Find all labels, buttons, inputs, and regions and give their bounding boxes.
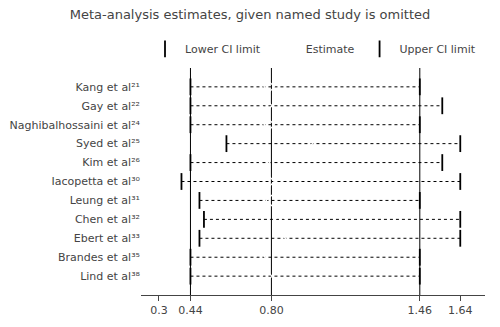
svg-text:Gay et al²²: Gay et al²² xyxy=(82,100,140,113)
svg-text:Kang et al²¹: Kang et al²¹ xyxy=(76,81,140,94)
svg-text:0.44: 0.44 xyxy=(178,304,203,317)
svg-text:Naghibalhossaini et al²⁴: Naghibalhossaini et al²⁴ xyxy=(10,119,141,132)
svg-text:Lower CI limit: Lower CI limit xyxy=(185,43,261,56)
svg-text:Chen et al³²: Chen et al³² xyxy=(75,213,140,226)
svg-text:Kim et al²⁶: Kim et al²⁶ xyxy=(82,156,140,169)
svg-text:Syed et al²⁵: Syed et al²⁵ xyxy=(76,137,140,150)
svg-text:Ebert et al³³: Ebert et al³³ xyxy=(74,232,140,245)
svg-text:0.80: 0.80 xyxy=(259,304,284,317)
svg-text:Lind et al³⁸: Lind et al³⁸ xyxy=(80,270,140,283)
svg-text:Brandes et al³⁵: Brandes et al³⁵ xyxy=(58,251,140,264)
svg-text:Upper CI limit: Upper CI limit xyxy=(400,43,476,56)
svg-text:1.64: 1.64 xyxy=(448,304,473,317)
svg-text:1.46: 1.46 xyxy=(408,304,433,317)
svg-text:0.3: 0.3 xyxy=(150,304,168,317)
svg-text:Meta-analysis estimates, given: Meta-analysis estimates, given named stu… xyxy=(70,7,431,22)
svg-text:Iacopetta et al³⁰: Iacopetta et al³⁰ xyxy=(51,175,140,188)
svg-text:Leung et al³¹: Leung et al³¹ xyxy=(70,194,140,207)
svg-text:Estimate: Estimate xyxy=(306,43,355,56)
